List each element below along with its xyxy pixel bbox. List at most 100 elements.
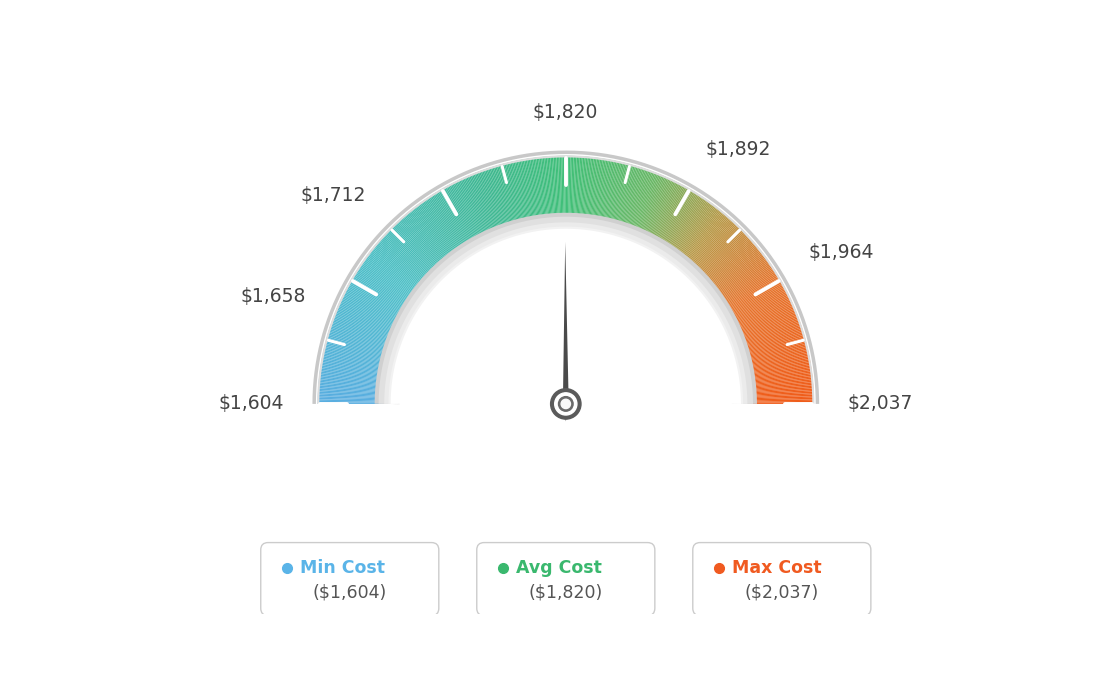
Polygon shape: [542, 157, 551, 230]
Text: $1,712: $1,712: [301, 186, 367, 205]
Polygon shape: [618, 167, 641, 237]
Polygon shape: [708, 259, 768, 303]
Polygon shape: [488, 168, 511, 237]
Polygon shape: [622, 169, 647, 238]
Polygon shape: [318, 400, 391, 402]
Polygon shape: [374, 244, 432, 293]
Polygon shape: [566, 156, 569, 229]
Polygon shape: [624, 170, 650, 239]
Polygon shape: [739, 364, 810, 377]
Polygon shape: [320, 366, 393, 379]
Polygon shape: [480, 170, 507, 239]
Polygon shape: [318, 384, 391, 391]
Polygon shape: [429, 196, 470, 258]
Polygon shape: [388, 230, 440, 282]
Polygon shape: [591, 159, 603, 230]
Polygon shape: [737, 355, 809, 370]
Polygon shape: [704, 252, 763, 297]
Polygon shape: [412, 209, 457, 267]
Polygon shape: [671, 206, 716, 265]
Polygon shape: [351, 279, 414, 317]
Polygon shape: [569, 156, 572, 229]
Text: $1,820: $1,820: [532, 104, 597, 122]
Polygon shape: [347, 287, 412, 322]
Polygon shape: [343, 293, 410, 326]
Polygon shape: [434, 193, 474, 255]
Polygon shape: [720, 284, 784, 320]
Polygon shape: [407, 212, 455, 269]
Polygon shape: [731, 322, 800, 346]
Polygon shape: [720, 287, 785, 322]
Polygon shape: [657, 192, 697, 255]
Polygon shape: [502, 164, 522, 235]
Polygon shape: [318, 401, 391, 403]
Polygon shape: [636, 176, 666, 244]
Polygon shape: [643, 181, 676, 247]
Polygon shape: [382, 237, 436, 286]
Polygon shape: [328, 333, 397, 355]
Polygon shape: [696, 237, 750, 286]
Polygon shape: [537, 157, 546, 230]
Polygon shape: [741, 390, 814, 395]
Polygon shape: [734, 337, 805, 358]
Polygon shape: [696, 237, 751, 287]
Polygon shape: [635, 175, 665, 243]
Polygon shape: [701, 246, 758, 293]
Polygon shape: [732, 324, 802, 348]
Polygon shape: [505, 164, 523, 235]
Polygon shape: [337, 308, 404, 337]
Polygon shape: [450, 184, 486, 249]
Polygon shape: [652, 188, 689, 252]
Polygon shape: [716, 277, 781, 316]
Polygon shape: [731, 320, 799, 346]
Polygon shape: [719, 282, 783, 319]
Polygon shape: [720, 286, 785, 322]
Polygon shape: [328, 331, 399, 353]
Polygon shape: [741, 391, 814, 396]
Polygon shape: [677, 212, 724, 269]
Polygon shape: [439, 190, 478, 253]
Polygon shape: [737, 353, 809, 369]
Polygon shape: [678, 213, 725, 270]
Polygon shape: [329, 327, 400, 351]
Polygon shape: [318, 396, 391, 400]
Polygon shape: [588, 158, 599, 230]
Polygon shape: [471, 174, 500, 242]
Polygon shape: [318, 402, 391, 404]
Polygon shape: [585, 157, 595, 230]
Polygon shape: [637, 177, 669, 244]
Polygon shape: [538, 157, 548, 230]
Polygon shape: [373, 246, 431, 293]
Polygon shape: [670, 204, 714, 264]
Polygon shape: [509, 162, 527, 233]
Polygon shape: [697, 239, 752, 288]
Polygon shape: [681, 218, 731, 273]
Polygon shape: [722, 291, 787, 326]
Polygon shape: [602, 161, 618, 233]
Polygon shape: [739, 366, 811, 379]
Polygon shape: [654, 189, 691, 253]
Polygon shape: [724, 299, 792, 331]
Polygon shape: [733, 328, 803, 352]
Polygon shape: [329, 328, 399, 352]
Polygon shape: [325, 342, 396, 362]
Polygon shape: [360, 264, 421, 306]
Polygon shape: [596, 159, 611, 232]
Polygon shape: [641, 180, 675, 246]
Polygon shape: [347, 286, 412, 322]
Polygon shape: [563, 242, 569, 422]
Polygon shape: [338, 304, 405, 335]
Polygon shape: [683, 220, 733, 275]
Polygon shape: [704, 253, 764, 298]
Polygon shape: [672, 207, 718, 266]
Polygon shape: [647, 184, 682, 249]
Polygon shape: [739, 362, 810, 375]
Polygon shape: [391, 228, 443, 280]
Polygon shape: [713, 271, 776, 311]
Polygon shape: [707, 255, 766, 300]
Polygon shape: [484, 170, 509, 239]
Polygon shape: [518, 160, 533, 232]
Polygon shape: [605, 162, 623, 233]
Polygon shape: [318, 387, 391, 393]
Text: ($1,820): ($1,820): [529, 583, 603, 601]
